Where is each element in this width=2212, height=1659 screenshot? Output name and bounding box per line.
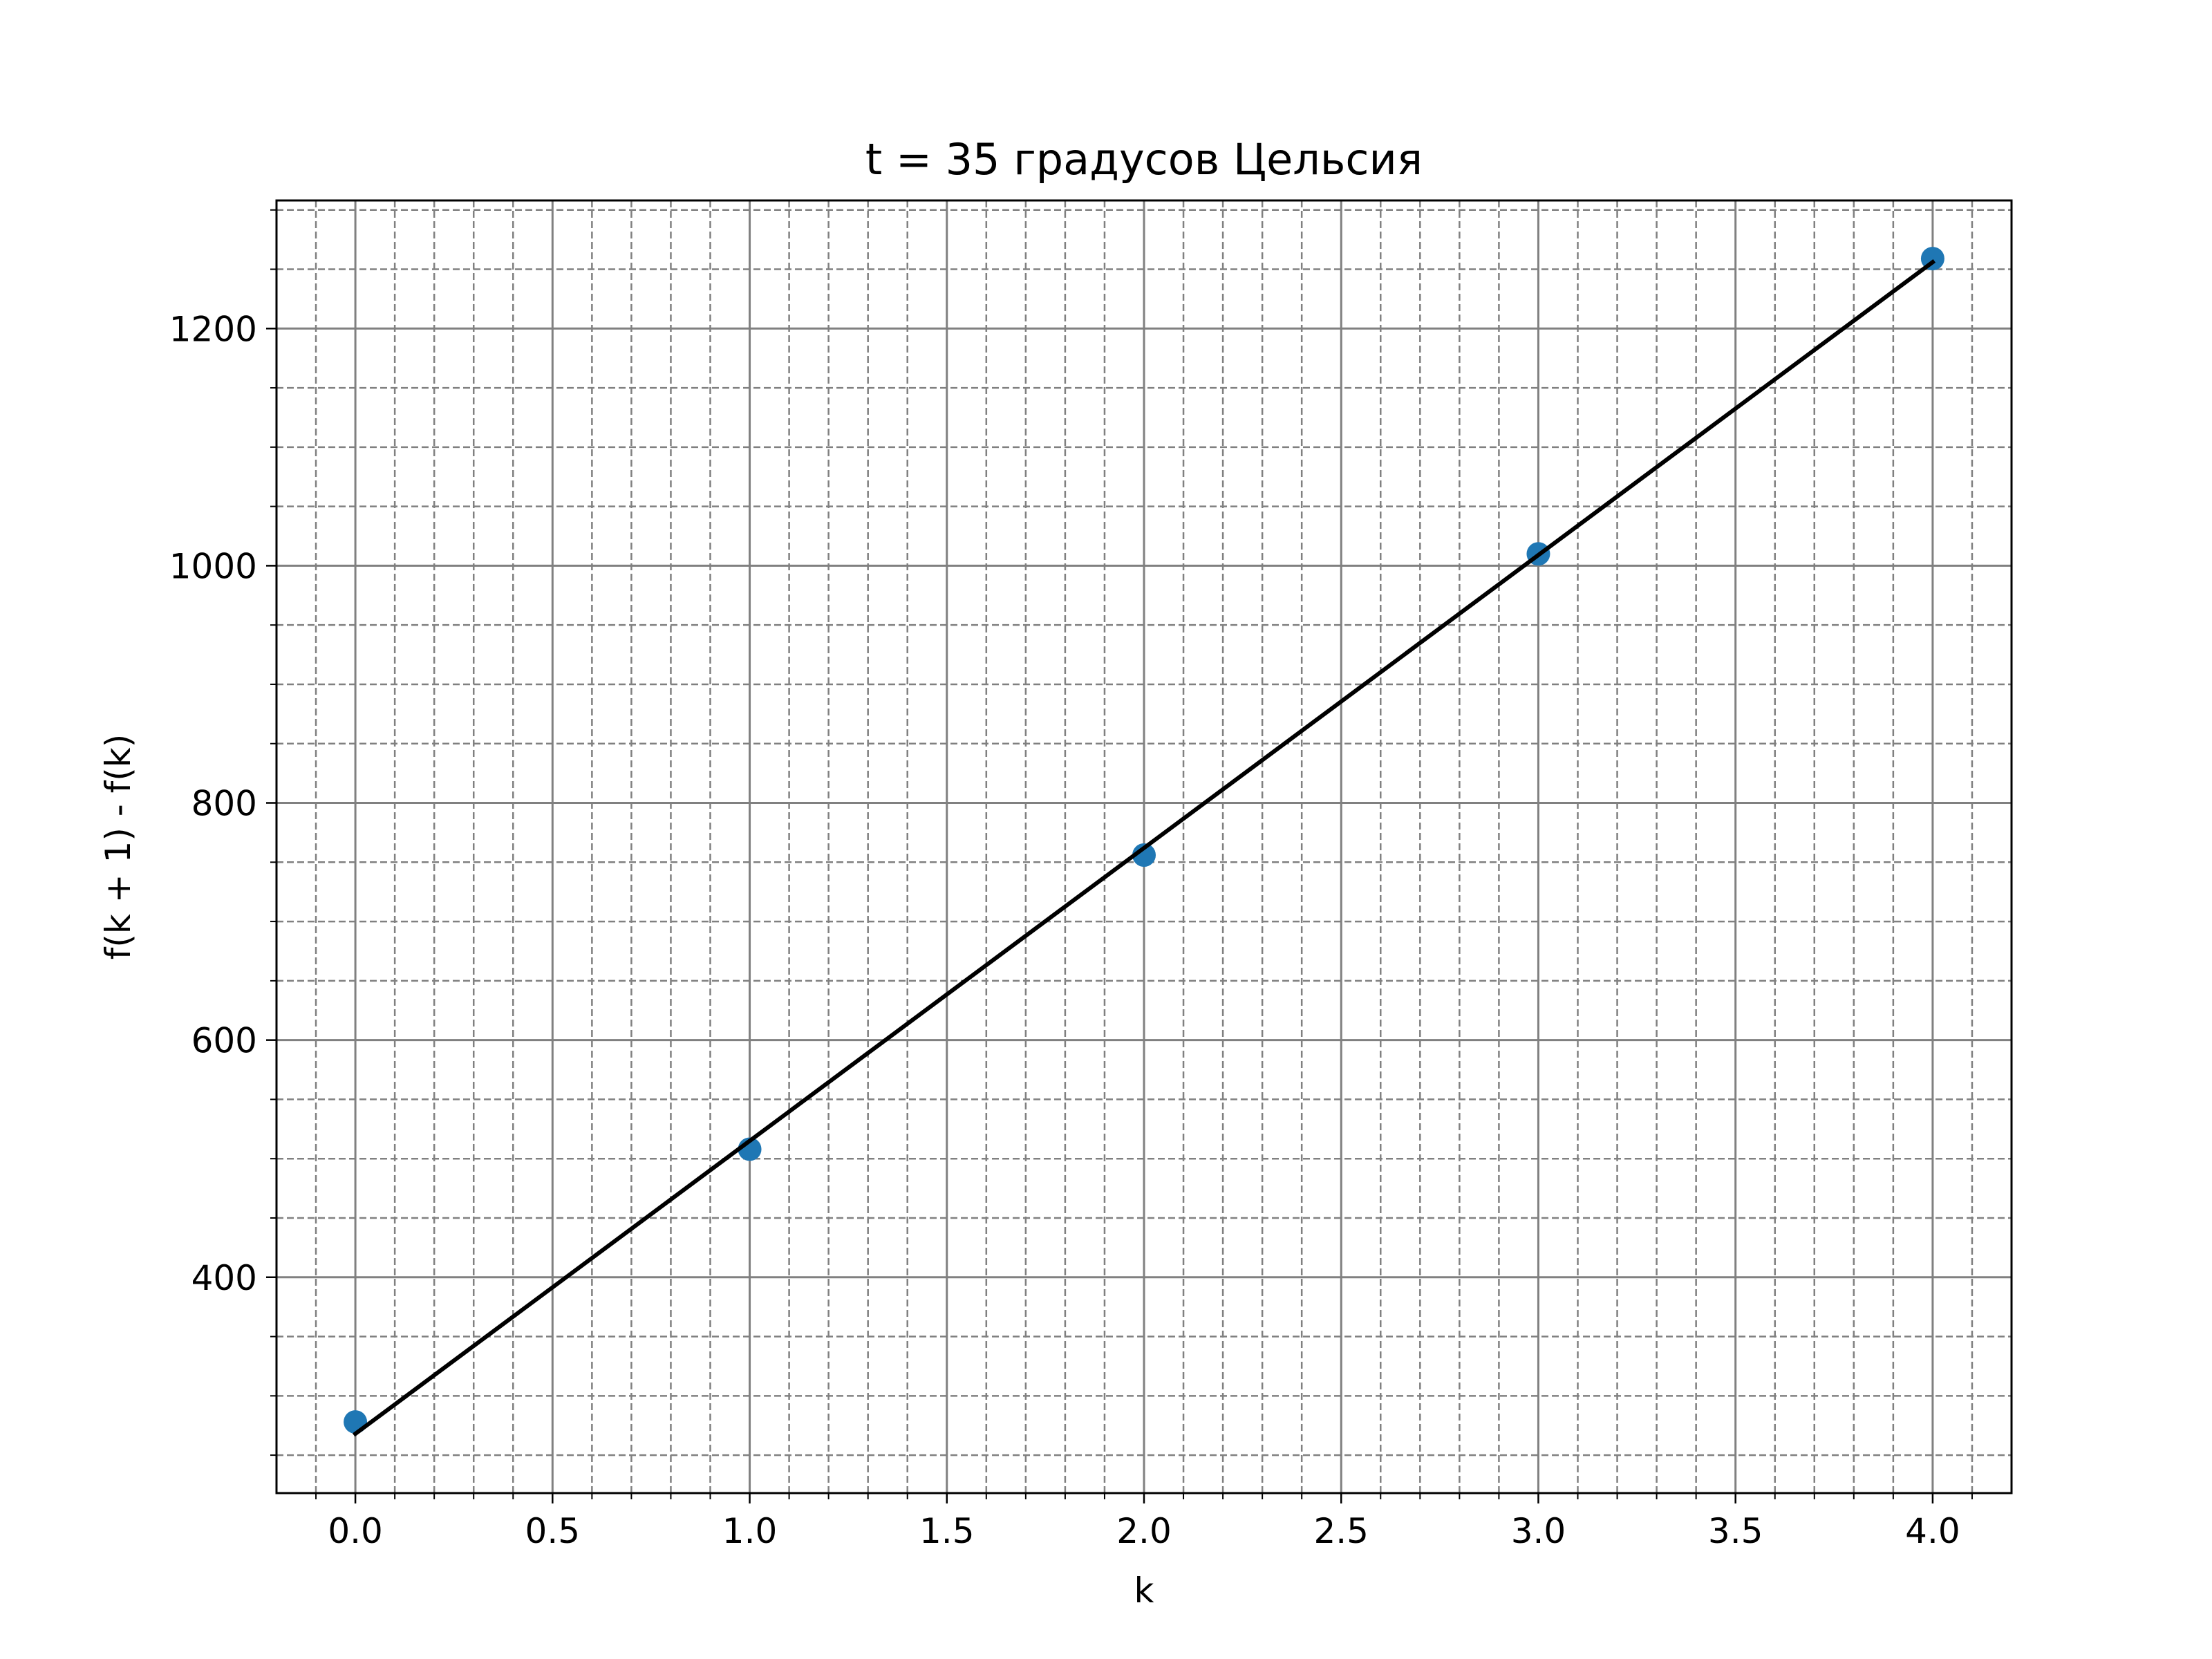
x-tick-label: 3.0 xyxy=(1511,1511,1566,1551)
plot-area: 0.0 0.5 1.0 1.5 2.0 2.5 3.0 3.5 4.0 400 600 800 1000… xyxy=(169,199,2013,1551)
x-tick-label: 3.5 xyxy=(1708,1511,1763,1551)
x-tick-label: 2.0 xyxy=(1116,1511,1172,1551)
x-tick-label: 1.5 xyxy=(919,1511,975,1551)
data-series xyxy=(344,247,1944,1437)
y-tick-label: 1200 xyxy=(169,309,257,349)
y-tick-label: 600 xyxy=(191,1021,257,1061)
x-tick-label: 4.0 xyxy=(1905,1511,1960,1551)
x-axis-label: k xyxy=(1134,1571,1154,1611)
x-tick-label: 0.5 xyxy=(525,1511,581,1551)
y-tick-label: 800 xyxy=(191,784,257,824)
y-tick-label: 1000 xyxy=(169,546,257,586)
fit-line xyxy=(352,259,1936,1437)
chart-title: t = 35 градусов Цельсия xyxy=(865,134,1423,185)
x-tick-label: 2.5 xyxy=(1313,1511,1369,1551)
x-tick-label: 1.0 xyxy=(722,1511,778,1551)
axis-ticks: 0.0 0.5 1.0 1.5 2.0 2.5 3.0 3.5 4.0 400 600 800 1000… xyxy=(169,209,1973,1551)
data-point xyxy=(1132,843,1156,868)
y-tick-label: 400 xyxy=(191,1258,257,1298)
y-axis-label: f(k + 1) - f(k) xyxy=(98,734,138,959)
x-tick-label: 0.0 xyxy=(328,1511,383,1551)
